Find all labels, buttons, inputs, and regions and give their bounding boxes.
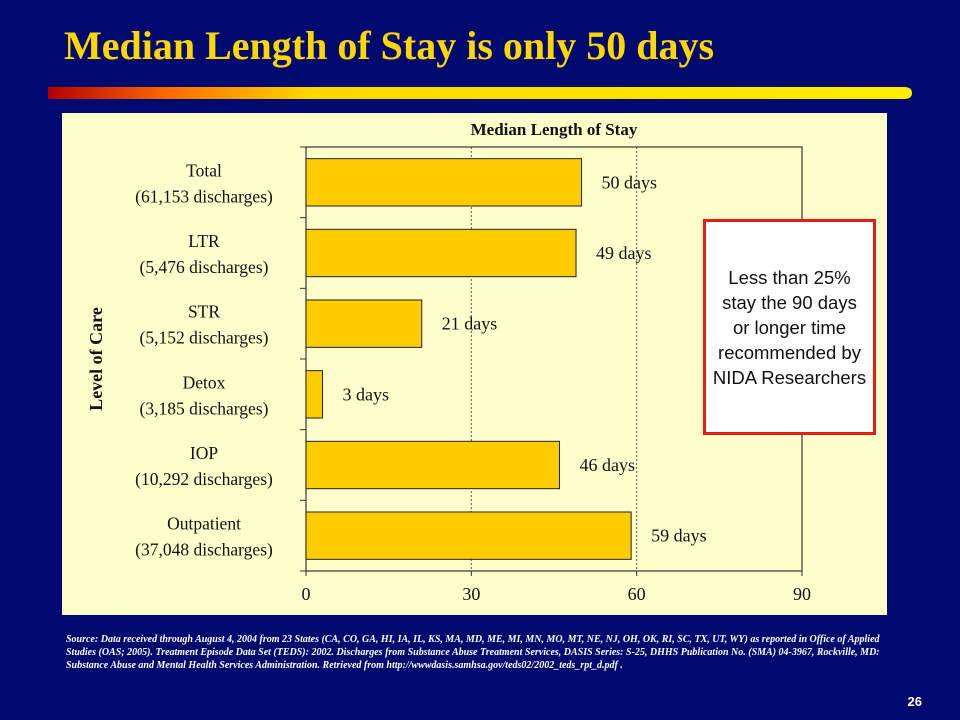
- source-note: Source: Data received through August 4, …: [66, 634, 880, 671]
- bar-ltr: [305, 228, 577, 278]
- y-tick-label-detail: (3,185 discharges): [140, 398, 269, 418]
- callout-box: Less than 25% stay the 90 days or longer…: [703, 219, 876, 435]
- y-tick-label-name: IOP: [190, 443, 218, 463]
- bar-detox: [305, 370, 324, 419]
- data-label-detox: 3 days: [343, 384, 390, 404]
- y-tick-label-name: Total: [186, 160, 222, 180]
- callout-text: Less than 25% stay the 90 days or longer…: [712, 266, 867, 388]
- y-tick-label-detail: (10,292 discharges): [135, 469, 273, 489]
- chart-title: Median Length of Stay: [471, 120, 638, 139]
- data-label-ltr: 49 days: [596, 243, 652, 263]
- data-label-str: 21 days: [442, 314, 498, 334]
- y-tick-label-name: Outpatient: [167, 514, 241, 534]
- page-number: 26: [907, 694, 922, 709]
- bar-chart: Median Length of Stay 50 days Total (61,153…: [86, 120, 811, 604]
- data-label-iop: 46 days: [580, 455, 636, 475]
- y-tick-label-detail: (5,152 discharges): [140, 328, 269, 348]
- data-label-outpatient: 59 days: [651, 526, 707, 546]
- y-tick-label-detail: (61,153 discharges): [135, 186, 273, 206]
- x-tick-label-30: 30: [462, 584, 480, 604]
- y-tick-label-name: Detox: [183, 372, 226, 392]
- data-label-total: 50 days: [602, 172, 658, 192]
- y-tick-label-detail: (5,476 discharges): [140, 257, 269, 277]
- y-axis-label: Level of Care: [86, 307, 106, 411]
- bar-total: [305, 158, 583, 207]
- x-tick-label-0: 0: [302, 584, 311, 604]
- title-underline-bar: [48, 87, 912, 99]
- y-tick-label-name: LTR: [188, 231, 220, 251]
- bar-iop: [305, 440, 561, 490]
- x-tick-label-90: 90: [793, 584, 811, 604]
- y-tick-label-name: STR: [188, 302, 220, 322]
- bar-outpatient: [305, 511, 632, 560]
- slide-title: Median Length of Stay is only 50 days: [64, 23, 715, 68]
- x-tick-label-60: 60: [628, 584, 646, 604]
- bar-str: [305, 299, 423, 348]
- y-tick-label-detail: (37,048 discharges): [135, 540, 273, 560]
